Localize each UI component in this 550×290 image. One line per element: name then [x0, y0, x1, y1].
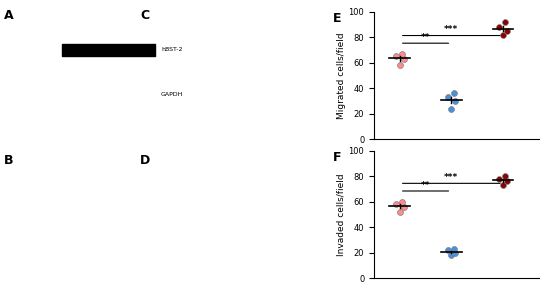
Point: [399, 57, 408, 61]
Point: [395, 210, 404, 214]
Point: [503, 179, 512, 184]
Point: [447, 253, 456, 258]
Text: **: **: [421, 33, 430, 42]
Text: F: F: [333, 151, 341, 164]
Point: [392, 202, 400, 207]
Point: [451, 251, 460, 255]
Text: hBST-2: hBST-2: [162, 47, 183, 52]
Y-axis label: Migrated cells/field: Migrated cells/field: [337, 32, 346, 119]
Text: C: C: [140, 9, 149, 22]
Text: B: B: [4, 154, 13, 167]
Y-axis label: Invaded cells/field: Invaded cells/field: [337, 173, 346, 256]
Text: A: A: [4, 9, 13, 22]
Point: [443, 95, 452, 99]
Point: [449, 247, 458, 251]
Point: [501, 19, 510, 24]
Point: [451, 99, 460, 103]
Point: [498, 183, 507, 188]
Text: E: E: [333, 12, 341, 25]
Point: [399, 205, 408, 209]
Text: ***: ***: [444, 173, 459, 182]
Point: [398, 200, 407, 204]
Point: [392, 54, 400, 59]
Point: [501, 174, 510, 179]
Text: ***: ***: [444, 25, 459, 34]
Point: [449, 91, 458, 96]
Point: [395, 63, 404, 68]
Text: GAPDH: GAPDH: [161, 92, 183, 97]
Point: [447, 106, 456, 111]
Point: [398, 51, 407, 56]
Point: [498, 32, 507, 37]
Text: **: **: [421, 181, 430, 190]
Point: [495, 177, 504, 181]
Point: [443, 248, 452, 253]
Point: [495, 25, 504, 29]
Point: [503, 28, 512, 33]
Text: D: D: [140, 154, 150, 167]
